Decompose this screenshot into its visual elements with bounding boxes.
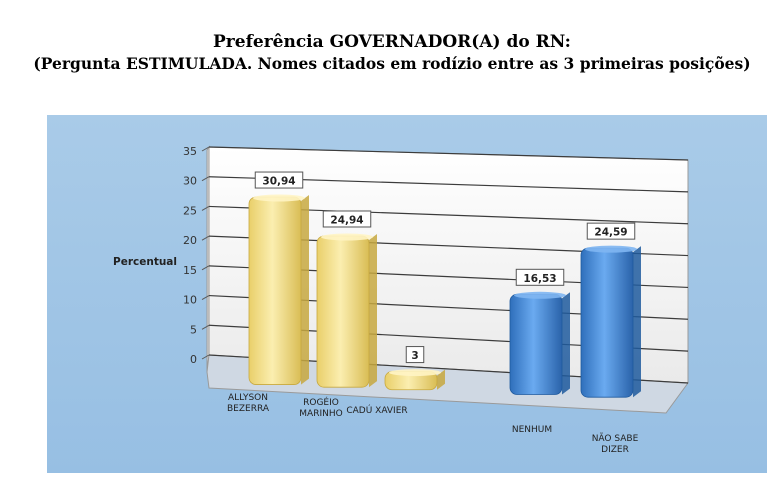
x-tick-label: CADÚ XAVIER bbox=[346, 404, 407, 416]
bar bbox=[580, 247, 634, 398]
chart-title: Preferência GOVERNADOR(A) do RN: bbox=[213, 32, 571, 52]
y-tick bbox=[201, 205, 210, 211]
y-tick bbox=[201, 235, 210, 241]
x-tick-label: ALLYSON bbox=[228, 393, 268, 403]
x-tick-label: ROGÉIO bbox=[303, 396, 339, 408]
data-label-box bbox=[254, 171, 304, 189]
bar-side bbox=[562, 292, 570, 395]
bar-chart: 0 5 10 15 20 25 30 35 30,94 24,94 3 16,53 24,59 ALLYS… bbox=[183, 145, 689, 455]
chart-subtitle: (Pergunta ESTIMULADA. Nomes citados em r… bbox=[33, 54, 751, 73]
y-tick bbox=[201, 324, 210, 330]
y-tick-label: 15 bbox=[183, 264, 197, 277]
data-label: 16,53 bbox=[523, 273, 556, 285]
bar-top bbox=[514, 291, 566, 299]
bar-side bbox=[437, 369, 445, 390]
y-tick-label: 30 bbox=[183, 175, 197, 188]
data-label-box bbox=[515, 268, 565, 286]
y-tick-label: 25 bbox=[183, 204, 197, 217]
y-tick bbox=[201, 176, 210, 182]
bar-top bbox=[585, 245, 637, 253]
bar bbox=[509, 293, 563, 395]
x-tick-label: NENHUM bbox=[512, 425, 552, 435]
bar-side bbox=[301, 195, 309, 385]
data-label: 24,59 bbox=[594, 227, 627, 239]
y-tick-label: 10 bbox=[183, 294, 197, 307]
y-tick-label: 5 bbox=[190, 323, 197, 336]
y-tick bbox=[201, 146, 210, 152]
x-tick-label: MARINHO bbox=[299, 409, 342, 419]
bar-top bbox=[321, 233, 373, 241]
y-tick-label: 20 bbox=[183, 234, 197, 247]
y-axis-label: Percentual bbox=[113, 256, 177, 268]
data-label-box bbox=[322, 210, 372, 228]
y-tick-label: 35 bbox=[183, 145, 197, 158]
bar-side bbox=[633, 246, 641, 398]
y-tick-label: 0 bbox=[190, 353, 197, 366]
data-label: 24,94 bbox=[330, 214, 363, 226]
x-tick-label: DIZER bbox=[601, 445, 629, 455]
bar bbox=[316, 235, 370, 388]
y-tick bbox=[201, 354, 210, 360]
bar bbox=[248, 196, 302, 385]
y-tick bbox=[201, 265, 210, 271]
data-label: 30,94 bbox=[262, 176, 295, 188]
data-label: 3 bbox=[411, 350, 418, 362]
bar-top bbox=[389, 369, 441, 377]
gridline bbox=[208, 146, 689, 161]
data-label-box bbox=[405, 346, 425, 364]
x-tick-label: NÃO SABE bbox=[592, 433, 639, 444]
y-tick bbox=[201, 295, 210, 301]
plot-side-wall bbox=[206, 145, 210, 373]
bar-side bbox=[369, 233, 377, 388]
data-label-box bbox=[586, 222, 636, 240]
bar-top bbox=[253, 194, 305, 202]
x-tick-label: BEZERRA bbox=[227, 404, 270, 414]
